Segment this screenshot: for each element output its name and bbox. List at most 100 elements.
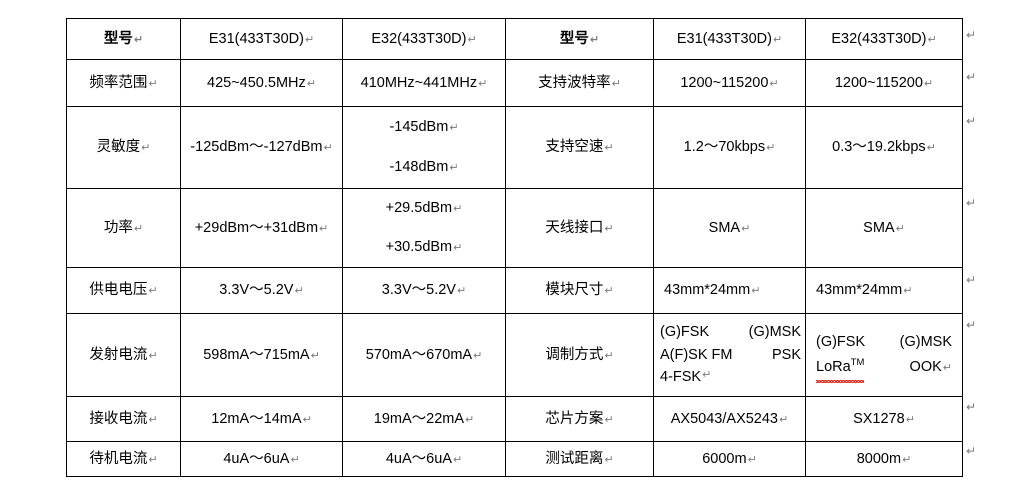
header-left-model-label: 型号↵	[66, 18, 181, 60]
cell-text: 12mA～14mA	[211, 410, 302, 427]
table-row: 功率↵ +29dBm～+31dBm↵ +29.5dBm↵ +30.5dBm↵ 天…	[66, 188, 963, 268]
modulation-line: A(F)SK FM PSK	[660, 344, 801, 366]
cell-air-speed-e32: 0.3～19.2kbps↵	[805, 106, 963, 189]
row-label-module-size: 模块尺寸↵	[505, 267, 654, 314]
paragraph-mark-icon: ↵	[966, 318, 977, 332]
cell-text: 功率	[103, 219, 133, 236]
row-label-air-speed: 支持空速↵	[505, 106, 654, 189]
paragraph-mark-icon: ↵	[604, 452, 614, 466]
paragraph-mark-icon: ↵	[290, 452, 300, 466]
modulation-line: LoRaTM OOK↵	[816, 355, 952, 384]
modulation-line: (G)FSK (G)MSK	[816, 330, 952, 355]
row-label-supply-voltage: 供电电压↵	[66, 267, 181, 314]
cell-power-e32: +29.5dBm↵ +30.5dBm↵	[342, 188, 506, 268]
paragraph-mark-icon: ↵	[604, 348, 614, 362]
cell-text: 模块尺寸	[545, 282, 604, 299]
cell-text: E32(433T30D)	[371, 30, 467, 47]
cell-text: 型号	[103, 30, 133, 47]
cell-test-distance-e32: 8000m↵	[805, 441, 963, 477]
paragraph-mark-icon: ↵	[702, 368, 712, 382]
cell-text: 型号	[559, 30, 589, 47]
paragraph-mark-icon: ↵	[453, 202, 463, 216]
row-label-antenna-interface: 天线接口↵	[505, 188, 654, 268]
modulation-item-lora: LoRaTM	[816, 355, 865, 384]
cell-text: +29.5dBm	[385, 200, 453, 217]
cell-text: 19mA～22mA	[373, 410, 465, 427]
paragraph-mark-icon: ↵	[966, 28, 977, 42]
row-label-standby-current: 待机电流↵	[66, 441, 181, 477]
spellcheck-underline: LoRaTM	[816, 355, 865, 384]
row-label-power: 功率↵	[66, 188, 181, 268]
cell-text: -148dBm	[389, 159, 449, 176]
cell-text: AX5043/AX5243	[670, 410, 778, 427]
paragraph-mark-icon: ↵	[478, 76, 488, 90]
row-label-baud-rate: 支持波特率↵	[505, 59, 654, 107]
paragraph-mark-icon: ↵	[141, 141, 151, 155]
margin-paragraph-marks: ↵ ↵ ↵ ↵ ↵ ↵ ↵ ↵	[966, 18, 996, 468]
modulation-item-text: LoRa	[816, 359, 851, 375]
modulation-line: (G)FSK (G)MSK	[660, 321, 801, 343]
modulation-list-e31: (G)FSK (G)MSK A(F)SK FM PSK 4-FSK ↵	[658, 321, 801, 388]
cell-text: 芯片方案	[545, 410, 604, 427]
cell-sensitivity-e31: -125dBm～-127dBm↵	[180, 106, 343, 189]
paragraph-mark-icon: ↵	[927, 32, 937, 46]
cell-text: 0.3～19.2kbps	[832, 139, 926, 156]
paragraph-mark-icon: ↵	[148, 452, 158, 466]
cell-text: -145dBm	[389, 118, 449, 135]
modulation-item: A(F)SK FM	[660, 346, 733, 363]
cell-tx-current-e32: 570mA～670mA↵	[342, 313, 506, 397]
cell-text: 425~450.5MHz	[207, 74, 306, 91]
paragraph-mark-icon: ↵	[942, 361, 952, 374]
paragraph-mark-icon: ↵	[467, 32, 477, 46]
cell-text: 天线接口	[545, 219, 604, 236]
modulation-item: 4-FSK	[660, 369, 702, 386]
table-header-row: 型号↵ E31(433T30D)↵ E32(433T30D)↵ 型号↵ E31(…	[66, 18, 963, 60]
cell-text: 4uA～6uA	[223, 450, 290, 467]
cell-modulation-e32: (G)FSK (G)MSK LoRaTM OOK↵	[805, 313, 963, 397]
paragraph-mark-icon: ↵	[465, 412, 475, 426]
table-row: 待机电流↵ 4uA～6uA↵ 4uA～6uA↵ 测试距离↵ 6000m↵ 800…	[66, 441, 963, 477]
cell-baud-rate-e31: 1200~115200↵	[653, 59, 806, 107]
table-row: 频率范围↵ 425~450.5MHz↵ 410MHz~441MHz↵ 支持波特率…	[66, 59, 963, 107]
cell-text: 6000m	[702, 450, 747, 467]
cell-text: 570mA～670mA	[365, 346, 473, 363]
cell-text: 供电电压	[89, 282, 148, 299]
cell-antenna-e31: SMA↵	[653, 188, 806, 268]
sensitivity-e32-line-1: -145dBm↵	[347, 118, 501, 137]
cell-text: 支持空速	[545, 139, 604, 156]
paragraph-mark-icon: ↵	[604, 141, 614, 155]
cell-frequency-e32: 410MHz~441MHz↵	[342, 59, 506, 107]
cell-size-e32: 43mm*24mm↵	[805, 267, 963, 314]
paragraph-mark-icon: ↵	[589, 32, 600, 46]
cell-text: 1200~115200	[834, 74, 923, 91]
trademark-symbol: TM	[850, 357, 865, 369]
paragraph-mark-icon: ↵	[966, 70, 977, 84]
paragraph-mark-icon: ↵	[449, 161, 459, 175]
specification-comparison-table: 型号↵ E31(433T30D)↵ E32(433T30D)↵ 型号↵ E31(…	[66, 18, 963, 477]
modulation-line: 4-FSK ↵	[660, 366, 801, 388]
cell-modulation-e31: (G)FSK (G)MSK A(F)SK FM PSK 4-FSK ↵	[653, 313, 806, 397]
cell-text: SMA	[863, 219, 895, 236]
cell-text: 调制方式	[545, 346, 604, 363]
paragraph-mark-icon: ↵	[604, 221, 614, 235]
paragraph-mark-icon: ↵	[604, 284, 614, 298]
cell-voltage-e31: 3.3V～5.2V↵	[180, 267, 343, 314]
cell-voltage-e32: 3.3V～5.2V↵	[342, 267, 506, 314]
cell-text: 3.3V～5.2V	[381, 282, 456, 299]
modulation-item: (G)FSK	[660, 324, 710, 341]
table-row: 灵敏度↵ -125dBm～-127dBm↵ -145dBm↵ -148dBm↵ …	[66, 106, 963, 189]
header-left-e31: E31(433T30D)↵	[180, 18, 343, 60]
paragraph-mark-icon: ↵	[926, 141, 936, 155]
paragraph-mark-icon: ↵	[966, 114, 977, 128]
paragraph-mark-icon: ↵	[895, 221, 905, 235]
row-label-chip-solution: 芯片方案↵	[505, 396, 654, 442]
cell-size-e31: 43mm*24mm↵	[653, 267, 806, 314]
modulation-item-ook: OOK↵	[910, 355, 952, 380]
sensitivity-e32-line-2: -148dBm↵	[347, 158, 501, 177]
paragraph-mark-icon: ↵	[741, 221, 751, 235]
paragraph-mark-icon: ↵	[449, 120, 459, 134]
paragraph-mark-icon: ↵	[966, 444, 977, 458]
stacked-values: +29.5dBm↵ +30.5dBm↵	[347, 189, 501, 267]
cell-text: 8000m	[856, 450, 902, 467]
